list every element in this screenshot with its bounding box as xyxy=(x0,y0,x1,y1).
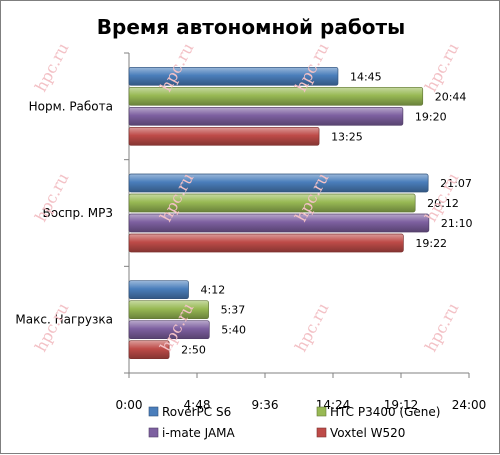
data-label: 4:12 xyxy=(201,284,226,297)
chart-title: Время автономной работы xyxy=(96,15,406,39)
data-label: 20:12 xyxy=(427,197,459,210)
bar xyxy=(128,173,429,193)
legend-swatch xyxy=(148,427,159,438)
bar xyxy=(128,320,210,340)
x-tick-label: 24:00 xyxy=(452,398,487,412)
bar xyxy=(128,213,430,233)
legend-swatch xyxy=(148,406,159,417)
bar xyxy=(128,86,424,106)
data-label: 13:25 xyxy=(331,130,363,143)
legend-label: i-mate JAMA xyxy=(162,426,236,440)
legend-label: HTC P3400 (Gene) xyxy=(330,405,440,419)
bar xyxy=(128,126,320,146)
data-label: 20:44 xyxy=(435,90,467,103)
data-label: 21:10 xyxy=(441,217,473,230)
bar xyxy=(128,66,339,86)
x-tick-label: 9:36 xyxy=(252,398,279,412)
data-label: 14:45 xyxy=(350,70,382,83)
x-tick-label: 19:12 xyxy=(384,398,419,412)
legend-swatch xyxy=(316,427,327,438)
x-tick-label: 0:00 xyxy=(116,398,143,412)
category-label: Макс. Нагрузка xyxy=(15,313,113,327)
legend-swatch xyxy=(316,406,327,417)
data-label: 2:50 xyxy=(181,344,206,357)
legend-label: Voxtel W520 xyxy=(330,426,405,440)
data-label: 5:40 xyxy=(221,324,246,337)
data-label: 5:37 xyxy=(221,304,246,317)
bar xyxy=(128,106,404,126)
category-label: Воспр. MP3 xyxy=(43,206,114,220)
category-label: Норм. Работа xyxy=(29,99,113,113)
data-label: 21:07 xyxy=(440,177,472,190)
x-tick-label: 4:48 xyxy=(184,398,211,412)
bar xyxy=(128,300,209,320)
bar xyxy=(128,340,170,360)
data-label: 19:22 xyxy=(415,237,447,250)
bar xyxy=(128,193,416,213)
legend-label: RoverPC S6 xyxy=(162,405,231,419)
bar xyxy=(128,233,404,253)
bar xyxy=(128,280,189,300)
data-label: 19:20 xyxy=(415,110,447,123)
